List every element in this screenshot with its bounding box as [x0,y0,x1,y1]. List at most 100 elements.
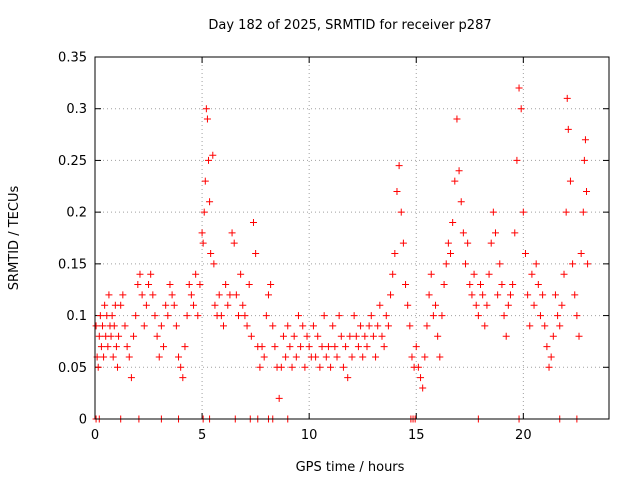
data-point [198,229,206,237]
data-point [181,343,189,351]
data-point [530,301,538,309]
data-point [305,343,313,351]
data-point [318,343,326,351]
data-point [294,312,302,320]
data-point [107,332,115,340]
data-point [187,291,195,299]
data-point [138,291,146,299]
data-point [352,332,360,340]
data-point [267,281,275,289]
data-point [140,322,148,330]
data-point [541,322,549,330]
data-point [134,281,142,289]
data-point [406,322,414,330]
data-point [92,322,100,330]
data-point [584,260,592,268]
data-point [444,239,452,247]
data-point [226,291,234,299]
data-point [397,208,405,216]
data-point [164,312,172,320]
data-point [363,343,371,351]
data-point [217,312,225,320]
data-point [210,260,218,268]
data-point [427,270,435,278]
data-point [201,177,209,185]
data-point [554,312,562,320]
data-point [237,270,245,278]
data-point [249,218,257,226]
data-point [104,343,112,351]
data-point [329,322,337,330]
data-point [228,229,236,237]
data-point [252,250,260,258]
x-tick-label: 10 [301,428,318,443]
data-point [539,291,547,299]
data-point [583,187,591,195]
data-point [515,84,523,92]
data-point [566,177,574,185]
data-point [348,353,356,361]
data-point [545,363,553,371]
grid-layer [95,57,609,419]
data-point [494,291,502,299]
data-point [220,322,227,330]
data-point [440,281,448,289]
data-point [453,115,461,123]
data-point [470,270,478,278]
data-point [563,94,571,102]
data-point [185,281,193,289]
data-point [491,229,499,237]
data-point [536,312,544,320]
data-point [190,301,198,309]
data-point [136,270,144,278]
data-point [286,343,294,351]
data-point [346,332,354,340]
data-point [194,312,202,320]
data-point [417,374,425,382]
data-point [511,229,519,237]
data-point [142,301,150,309]
data-point [108,312,116,320]
data-point [404,301,412,309]
data-point [199,239,207,247]
data-point [125,353,133,361]
data-point [166,281,174,289]
y-tick-label: 0.15 [58,257,87,272]
data-point [543,343,551,351]
data-point [282,353,290,361]
data-point [260,353,268,361]
data-point [264,291,272,299]
data-point [337,332,345,340]
y-tick-label: 0.25 [58,154,87,169]
data-point [436,353,444,361]
data-point [434,332,442,340]
data-point [449,218,457,226]
data-point [506,291,514,299]
data-point [556,322,564,330]
data-point [483,301,491,309]
data-point [423,322,431,330]
data-point [202,105,210,113]
y-axis-label: SRMTID / TECUs [7,186,22,291]
data-point [359,353,367,361]
data-point [579,208,587,216]
data-point [170,301,178,309]
y-tick-label: 0 [79,413,87,428]
data-point [367,312,375,320]
data-point [301,363,309,371]
data-point [419,384,427,392]
data-point [224,301,232,309]
data-point [562,208,570,216]
data-point [297,343,305,351]
data-point [245,281,253,289]
data-point [234,312,242,320]
data-point [241,312,249,320]
data-point [474,312,482,320]
data-point [387,291,395,299]
data-point [112,343,120,351]
data-point [342,343,350,351]
data-point [211,301,219,309]
data-point [575,332,583,340]
x-axis: 0 5 10 15 20 [91,57,532,443]
data-point [100,353,108,361]
